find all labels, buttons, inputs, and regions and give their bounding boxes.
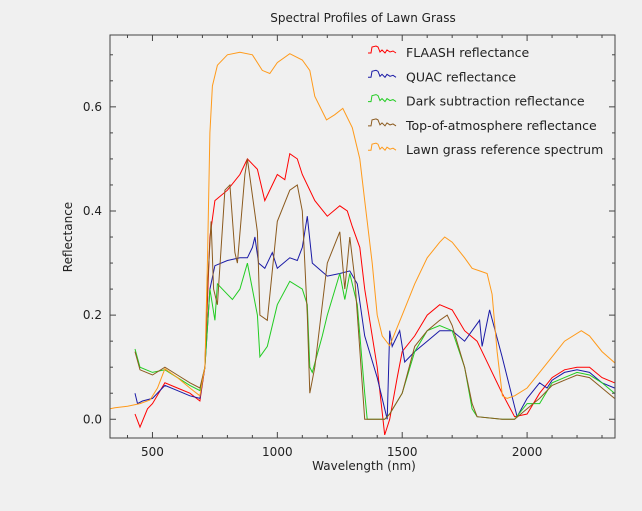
legend-label-0: FLAASH reflectance xyxy=(406,45,530,60)
series-line-4 xyxy=(110,51,615,410)
legend-label-3: Top-of-atmosphere reflectance xyxy=(405,118,597,133)
legend-label-1: QUAC reflectance xyxy=(406,69,516,84)
x-tick-label: 1000 xyxy=(262,445,293,459)
y-tick-label: 0.4 xyxy=(83,204,102,218)
legend-label-4: Lawn grass reference spectrum xyxy=(406,142,603,157)
legend-swatch-0 xyxy=(368,45,397,54)
chart-title: Spectral Profiles of Lawn Grass xyxy=(270,11,455,25)
x-tick-label: 1500 xyxy=(387,445,418,459)
series-line-1 xyxy=(134,216,615,420)
legend-swatch-2 xyxy=(368,94,397,103)
legend: FLAASH reflectance QUAC reflectance Dark s… xyxy=(368,45,603,157)
y-tick-label: 0.2 xyxy=(83,308,102,322)
legend-swatch-3 xyxy=(368,118,397,127)
plot-frame xyxy=(109,34,616,439)
x-tick-label: 2000 xyxy=(512,445,543,459)
x-axis-label: Wavelength (nm) xyxy=(312,459,416,473)
series-line-3 xyxy=(134,158,615,420)
y-tick-label: 0.0 xyxy=(83,412,102,426)
legend-swatch-1 xyxy=(368,69,397,79)
y-tick-label: 0.6 xyxy=(83,100,102,114)
y-axis-label: Reflectance xyxy=(61,202,75,272)
legend-swatch-4 xyxy=(368,142,397,151)
legend-label-2: Dark subtraction reflectance xyxy=(406,94,585,109)
x-tick-label: 500 xyxy=(141,445,164,459)
